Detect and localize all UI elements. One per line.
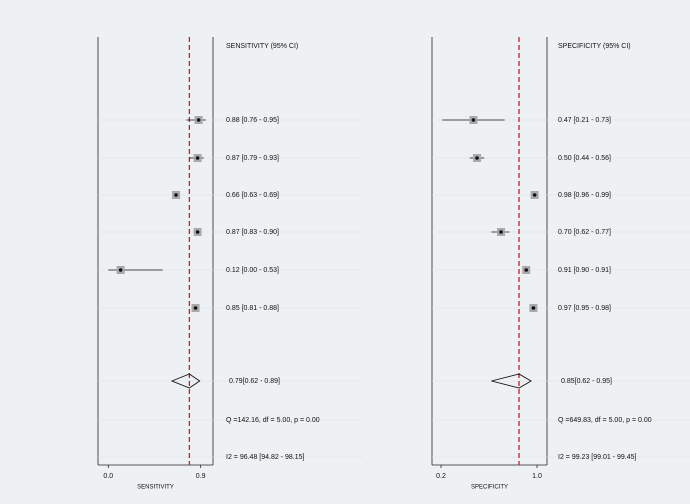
inconsistency: I2 = 99.23 [99.01 - 99.45]	[558, 454, 636, 461]
x-tick-label: 0.9	[196, 473, 206, 480]
study-point	[532, 193, 537, 197]
summary-label: 0.85[0.62 - 0.95]	[561, 378, 612, 385]
ci-label: 0.87 [0.83 - 0.90]	[226, 229, 279, 236]
ci-label: 0.47 [0.21 - 0.73]	[558, 117, 611, 124]
ci-label: 0.50 [0.44 - 0.56]	[558, 155, 611, 162]
inconsistency: I2 = 96.48 [94.82 - 98.15]	[226, 454, 304, 461]
ci-label: 0.97 [0.95 - 0.98]	[558, 305, 611, 312]
x-tick-label: 0.2	[436, 473, 446, 480]
study-point	[195, 230, 200, 234]
ci-label: 0.87 [0.79 - 0.93]	[226, 155, 279, 162]
x-tick-label: 1.0	[532, 473, 542, 480]
study-point	[471, 118, 476, 122]
ci-label: 0.85 [0.81 - 0.88]	[226, 305, 279, 312]
study-point	[193, 306, 198, 310]
summary-diamond	[491, 373, 532, 389]
x-tick-label: 0.0	[103, 473, 113, 480]
summary-label: 0.79[0.62 - 0.89]	[229, 378, 280, 385]
study-point	[531, 306, 536, 310]
study-point	[196, 118, 201, 122]
ci-label: 0.66 [0.63 - 0.69]	[226, 192, 279, 199]
study-point	[499, 230, 503, 234]
ci-label: 0.12 [0.00 - 0.53]	[226, 267, 279, 274]
study-point	[174, 193, 178, 197]
study-point	[524, 268, 529, 272]
ci-label: 0.91 [0.90 - 0.91]	[558, 267, 611, 274]
column-header: SENSITIVITY (95% CI)	[226, 43, 298, 50]
x-axis-label: SPECIFICITY	[471, 485, 508, 491]
study-point	[195, 156, 200, 160]
study-point	[118, 268, 123, 272]
x-axis-label: SENSITIVITY	[137, 485, 174, 491]
ci-label: 0.88 [0.76 - 0.95]	[226, 117, 279, 124]
heterogeneity: Q =142.16, df = 5.00, p = 0.00	[226, 417, 320, 424]
heterogeneity: Q =649.83, df = 5.00, p = 0.00	[558, 417, 652, 424]
study-point	[475, 156, 479, 160]
ci-label: 0.70 [0.62 - 0.77]	[558, 229, 611, 236]
ci-label: 0.98 [0.96 - 0.99]	[558, 192, 611, 199]
column-header: SPECIFICITY (95% CI)	[558, 43, 631, 50]
summary-diamond	[170, 373, 201, 389]
